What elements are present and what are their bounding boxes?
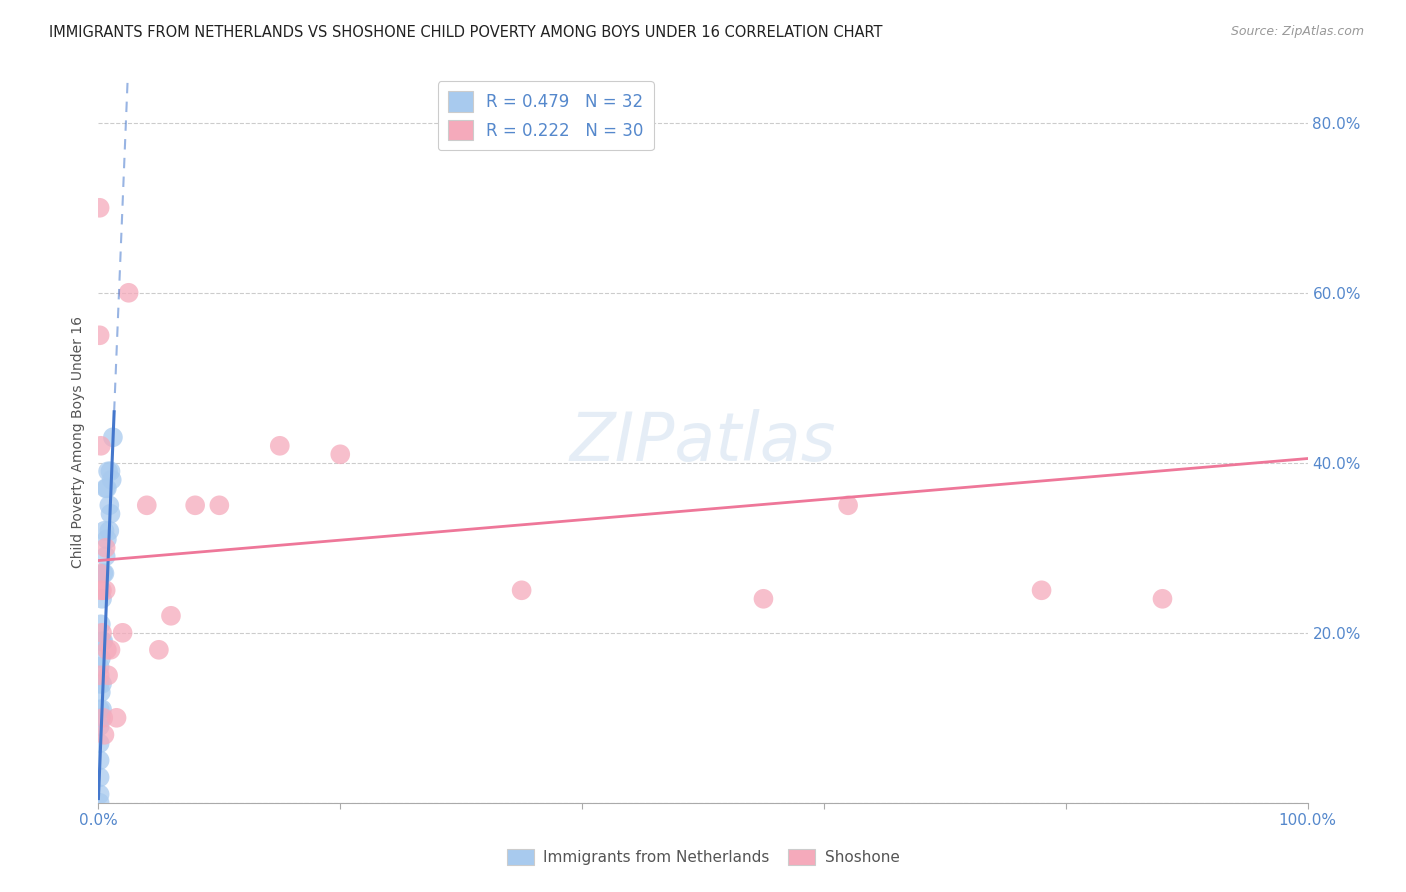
Point [91, 702, 114, 716]
Point [94, 481, 117, 495]
Point [91, 566, 114, 581]
Point [97, 464, 120, 478]
Point [89, 668, 111, 682]
Legend: Immigrants from Netherlands, Shoshone: Immigrants from Netherlands, Shoshone [501, 843, 905, 871]
Point [91, 634, 114, 648]
Point [89, 677, 111, 691]
Point [96, 481, 118, 495]
Point [89, 702, 111, 716]
Point [89, 660, 111, 674]
Point [89, 719, 111, 733]
Point [89, 770, 111, 784]
Point [752, 591, 775, 606]
Point [135, 498, 157, 512]
Point [91, 677, 114, 691]
Point [89, 787, 111, 801]
Point [1152, 591, 1174, 606]
Point [89, 736, 111, 750]
Point [90, 685, 112, 699]
Legend: R = 0.479   N = 32, R = 0.222   N = 30: R = 0.479 N = 32, R = 0.222 N = 30 [437, 81, 654, 151]
Point [91, 634, 114, 648]
Point [100, 464, 122, 478]
Point [1031, 583, 1053, 598]
Point [93, 566, 115, 581]
Point [89, 201, 111, 215]
Point [184, 498, 207, 512]
Point [148, 642, 170, 657]
Point [89, 796, 111, 810]
Point [94, 541, 117, 555]
Point [329, 447, 352, 461]
Point [91, 711, 114, 725]
Point [91, 625, 114, 640]
Point [96, 533, 118, 547]
Point [93, 728, 115, 742]
Y-axis label: Child Poverty Among Boys Under 16: Child Poverty Among Boys Under 16 [72, 316, 86, 567]
Point [90, 617, 112, 632]
Point [160, 608, 183, 623]
Point [100, 642, 122, 657]
Point [100, 473, 122, 487]
Point [90, 583, 112, 598]
Point [89, 328, 111, 343]
Point [111, 625, 134, 640]
Point [97, 668, 120, 682]
Point [93, 524, 115, 538]
Point [90, 651, 112, 665]
Point [90, 439, 112, 453]
Point [94, 549, 117, 564]
Point [89, 753, 111, 767]
Text: ZIPatlas: ZIPatlas [569, 409, 837, 475]
Text: Source: ZipAtlas.com: Source: ZipAtlas.com [1230, 25, 1364, 38]
Point [837, 498, 859, 512]
Point [98, 498, 121, 512]
Point [98, 524, 121, 538]
Point [510, 583, 533, 598]
Point [91, 591, 114, 606]
Point [208, 498, 231, 512]
Text: IMMIGRANTS FROM NETHERLANDS VS SHOSHONE CHILD POVERTY AMONG BOYS UNDER 16 CORREL: IMMIGRANTS FROM NETHERLANDS VS SHOSHONE … [49, 25, 883, 40]
Point [105, 711, 128, 725]
Point [89, 566, 111, 581]
Point [269, 439, 291, 453]
Point [90, 711, 112, 725]
Point [94, 583, 117, 598]
Point [100, 507, 122, 521]
Point [91, 583, 114, 598]
Point [101, 430, 124, 444]
Point [118, 285, 141, 300]
Point [96, 642, 118, 657]
